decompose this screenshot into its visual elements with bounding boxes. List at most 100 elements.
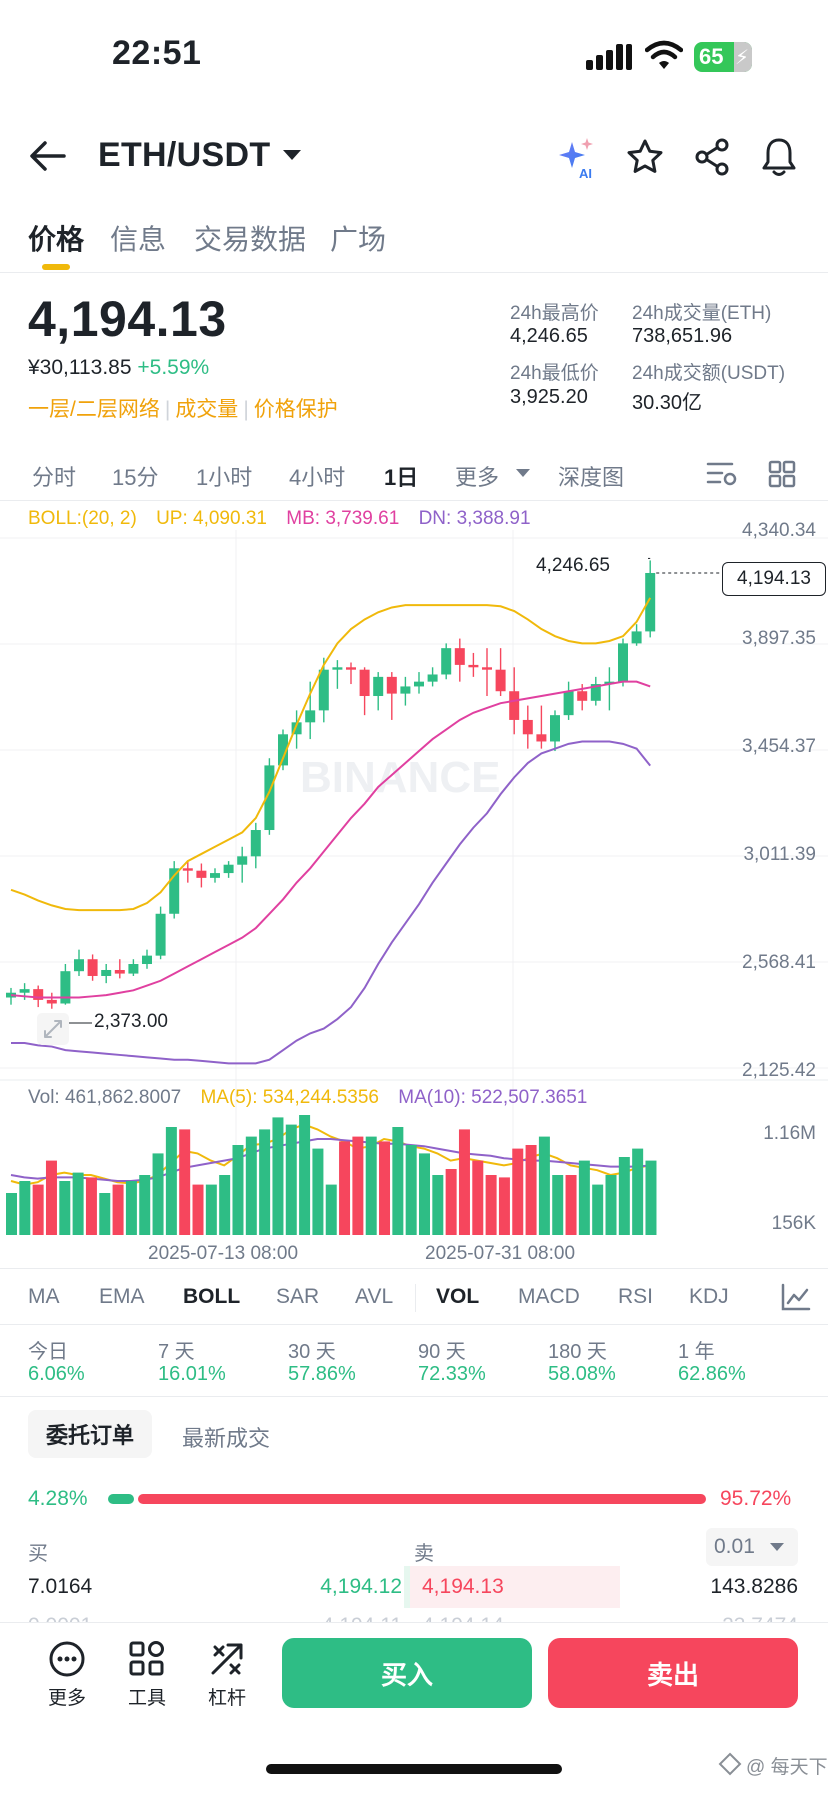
orderbook-sell-price[interactable]: 4,194.13 xyxy=(422,1575,504,1598)
interval-time-share[interactable]: 分时 xyxy=(32,465,77,490)
bottom-bar-divider xyxy=(0,1622,828,1623)
more-dots-icon[interactable] xyxy=(48,1640,86,1678)
volume-bar xyxy=(578,1160,590,1235)
candle-body xyxy=(563,691,574,716)
interval-more-caret-icon[interactable] xyxy=(516,469,530,477)
chart-top-divider xyxy=(0,500,828,501)
indicator-tab-rsi[interactable]: RSI xyxy=(618,1285,654,1308)
volume-bar xyxy=(485,1175,497,1235)
candle-body xyxy=(441,648,452,675)
stat-vol-usdt: 30.30亿 xyxy=(632,392,703,414)
orderbook-buy-price[interactable]: 4,194.12 xyxy=(320,1575,402,1598)
candle-body xyxy=(46,999,57,1004)
candle-body xyxy=(373,676,384,697)
candle-body xyxy=(278,734,288,766)
tab-trading-data[interactable]: 交易数据 xyxy=(194,224,307,255)
leverage-label[interactable]: 杠杆 xyxy=(208,1688,247,1709)
y-axis-label: 3,011.39 xyxy=(743,844,816,865)
kline-chart[interactable]: BINANCE xyxy=(0,530,828,1236)
stat-vol-usdt-label: 24h成交额(USDT) xyxy=(632,363,786,384)
candle-body xyxy=(60,971,71,1004)
indicator-tab-ma[interactable]: MA xyxy=(28,1285,60,1308)
favorite-star-icon[interactable] xyxy=(626,138,664,176)
chart-settings-icon[interactable] xyxy=(706,460,738,488)
candle-body xyxy=(522,719,533,735)
expand-chart-icon[interactable] xyxy=(36,1012,70,1046)
tab-info[interactable]: 信息 xyxy=(110,224,167,255)
indicator-tab-boll[interactable]: BOLL xyxy=(183,1285,241,1308)
charging-bolt-icon: ⚡ xyxy=(734,47,749,69)
x-axis-date-label: 2025-07-31 08:00 xyxy=(425,1243,576,1264)
interval-1h[interactable]: 1小时 xyxy=(196,465,253,490)
tools-grid-icon[interactable] xyxy=(128,1640,166,1678)
tag-layer-network[interactable]: 一层/二层网络 xyxy=(28,398,160,421)
boll-legend: BOLL:(20, 2) UP: 4,090.31 MB: 3,739.61 D… xyxy=(28,508,531,530)
interval-more[interactable]: 更多 xyxy=(455,465,500,490)
indicator-tab-kdj[interactable]: KDJ xyxy=(689,1285,729,1308)
orderbook-sell-qty[interactable]: 143.8286 xyxy=(710,1575,798,1598)
tab-square[interactable]: 广场 xyxy=(330,224,387,255)
stat-vol-eth-label: 24h成交量(ETH) xyxy=(632,303,772,324)
battery-empty-part xyxy=(734,42,752,72)
indicator-chart-icon[interactable] xyxy=(780,1282,812,1312)
candle-body xyxy=(495,669,506,692)
tag-price-protection[interactable]: 价格保护 xyxy=(253,398,338,421)
pair-title[interactable]: ETH/USDT xyxy=(98,136,271,174)
tag-volume[interactable]: 成交量 xyxy=(175,398,239,421)
vol-axis-label: 156K xyxy=(771,1213,816,1234)
buy-button[interactable]: 买入 xyxy=(282,1638,532,1708)
tools-label[interactable]: 工具 xyxy=(128,1688,167,1709)
indicator-tab-avl[interactable]: AVL xyxy=(355,1285,394,1308)
interval-depth-chart[interactable]: 深度图 xyxy=(558,465,625,490)
candle-body xyxy=(155,913,166,956)
cellular-signal-icon xyxy=(586,44,632,70)
perf-label: 30 天 xyxy=(288,1341,336,1363)
tick-size-caret-icon xyxy=(770,1543,784,1551)
more-label[interactable]: 更多 xyxy=(48,1688,87,1709)
volume-bar xyxy=(498,1177,510,1235)
volume-bar xyxy=(272,1117,284,1235)
battery-level: 65 xyxy=(699,44,724,69)
tab-recent-trades[interactable]: 最新成交 xyxy=(182,1426,271,1451)
sell-button[interactable]: 卖出 xyxy=(548,1638,798,1708)
volume-bar xyxy=(152,1153,164,1235)
home-indicator[interactable] xyxy=(266,1764,562,1774)
candle-body xyxy=(19,989,30,993)
y-axis-label: 4,340.34 xyxy=(742,520,816,541)
indicator-tab-vol[interactable]: VOL xyxy=(436,1285,480,1308)
pair-dropdown-caret-icon[interactable] xyxy=(283,150,301,160)
leverage-icon[interactable] xyxy=(208,1640,246,1678)
source-watermark: @ 每天下 xyxy=(746,1757,828,1778)
candle-body xyxy=(590,684,601,701)
indicator-tab-ema[interactable]: EMA xyxy=(99,1285,145,1308)
tab-price[interactable]: 价格 xyxy=(28,224,85,255)
ai-sparkle-icon[interactable]: AI xyxy=(556,136,600,180)
interval-1d[interactable]: 1日 xyxy=(384,465,419,490)
back-arrow-icon[interactable] xyxy=(28,138,68,174)
watermark-logo-icon xyxy=(718,1752,742,1776)
perf-value: 62.86% xyxy=(678,1363,746,1385)
interval-15m[interactable]: 15分 xyxy=(112,465,159,490)
tick-size-select[interactable]: 0.01 xyxy=(706,1528,798,1566)
sell-ratio-bar xyxy=(138,1494,706,1504)
indicator-tab-sar[interactable]: SAR xyxy=(276,1285,320,1308)
vol-ma10-value: MA(10): 522,507.3651 xyxy=(398,1087,588,1108)
indicator-tabs-separator xyxy=(415,1284,416,1312)
candle-body xyxy=(468,664,479,668)
current-price-tag: 4,194.13 xyxy=(722,562,826,596)
indicator-tab-macd[interactable]: MACD xyxy=(518,1285,580,1308)
interval-4h[interactable]: 4小时 xyxy=(289,465,346,490)
vol-ma10-line xyxy=(10,1138,651,1182)
battery-indicator: 65 ⚡ xyxy=(694,42,752,72)
indicator-divider xyxy=(0,1324,828,1325)
price-change-percent: +5.59% xyxy=(137,356,210,379)
layout-grid-icon[interactable] xyxy=(768,460,796,488)
notification-bell-icon[interactable] xyxy=(760,136,798,178)
orderbook-buy-qty[interactable]: 7.0164 xyxy=(28,1575,93,1598)
tab-order-book[interactable]: 委托订单 xyxy=(28,1410,152,1458)
share-icon[interactable] xyxy=(694,138,730,176)
volume-bar xyxy=(299,1115,311,1235)
candle-body xyxy=(604,681,615,685)
volume-bar xyxy=(432,1175,444,1235)
volume-bar xyxy=(618,1157,630,1235)
